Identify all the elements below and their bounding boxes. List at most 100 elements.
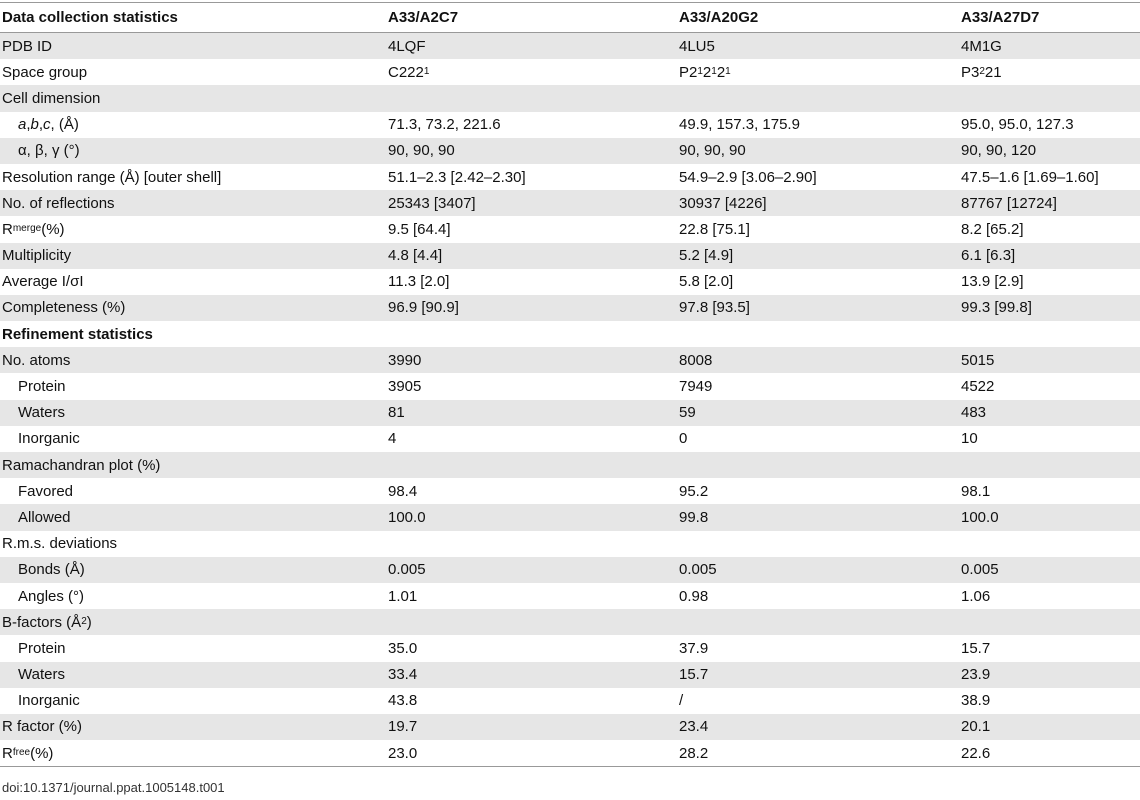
text-run: R <box>2 220 13 238</box>
text-run: , <box>26 116 31 134</box>
value-cell: 28.2 <box>679 744 709 762</box>
value-cell: 38.9 <box>961 692 991 710</box>
value-cell: 54.9–2.9 [3.06–2.90] <box>679 168 817 186</box>
row-label: Bonds (Å) <box>18 561 85 579</box>
table-row: B-factors (Å 2) <box>0 609 1140 636</box>
value-cell: 10 <box>961 430 978 448</box>
value-cell: 4.8 [4.4] <box>388 247 443 265</box>
value-cell: 13.9 [2.9] <box>961 273 1024 291</box>
value-cell: 5.2 [4.9] <box>679 247 734 265</box>
value-cell: 100.0 <box>388 508 426 526</box>
value-cell: 4M1G <box>961 37 1002 55</box>
table-row: PDB ID 4LQF 4LU5 4M1G <box>0 33 1140 60</box>
value-cell: 5015 <box>961 351 995 369</box>
doi-footer: doi:10.1371/journal.ppat.1005148.t001 <box>2 780 225 795</box>
value-cell: 49.9, 157.3, 175.9 <box>679 116 800 134</box>
table-row: Multiplicity 4.8 [4.4] 5.2 [4.9] 6.1 [6.3] <box>0 242 1140 269</box>
row-label: Space group <box>2 63 88 81</box>
value-cell: 0.005 <box>679 561 717 579</box>
table-row: No. atoms 3990 8008 5015 <box>0 347 1140 374</box>
header-cell: A33/A2C7 <box>388 9 459 26</box>
value-cell: 1.06 <box>961 587 991 605</box>
value-cell: 15.7 <box>679 666 709 684</box>
value-cell: 1.01 <box>388 587 418 605</box>
table-row: Inorganic 43.8 / 38.9 <box>0 688 1140 714</box>
header-cell: A33/A27D7 <box>961 9 1040 26</box>
italic-text: c <box>43 116 51 134</box>
value-cell: 0.98 <box>679 587 709 605</box>
value-cell: 5.8 [2.0] <box>679 273 734 291</box>
value-cell: 35.0 <box>388 639 418 657</box>
table-row: Ramachandran plot (%) <box>0 452 1140 479</box>
table-row: No. of reflections 25343 [3407] 30937 [422… <box>0 190 1140 217</box>
row-label: R factor (%) <box>2 718 83 736</box>
value-cell: 23.9 <box>961 666 991 684</box>
value-cell: 47.5–1.6 [1.69–1.60] <box>961 168 1099 186</box>
row-label: Allowed <box>18 508 71 526</box>
value-cell: 22.8 [75.1] <box>679 220 750 238</box>
row-label: Waters <box>18 404 65 422</box>
table: Data collection statistics A33/A2C7 A33/A2… <box>0 2 1140 768</box>
value-cell: 4522 <box>961 378 995 396</box>
row-label: Inorganic <box>18 430 80 448</box>
table-row: a, b, c, (Å) 71.3, 73.2, 221.6 49.9, 157.3… <box>0 112 1140 138</box>
value-cell: 3905 <box>388 378 422 396</box>
value-cell: P3 2 21 <box>961 63 1002 81</box>
row-label: Cell dimension <box>2 89 101 107</box>
row-label: Average I/σI <box>2 273 84 291</box>
table-row: Resolution range (Å) [outer shell] 51.1–2… <box>0 164 1140 190</box>
value-cell: 0.005 <box>388 561 426 579</box>
text-run: 2 <box>716 63 726 81</box>
table-row: Favored 98.4 95.2 98.1 <box>0 478 1140 504</box>
value-cell: 8.2 [65.2] <box>961 220 1024 238</box>
value-cell: 90, 90, 90 <box>388 142 455 160</box>
row-label: Completeness (%) <box>2 299 126 317</box>
text-run: B-factors (Å <box>2 613 82 631</box>
value-cell: 59 <box>679 404 696 422</box>
value-cell: 0.005 <box>961 561 999 579</box>
text-run: , (Å) <box>50 116 79 134</box>
table-row: Waters 81 59 483 <box>0 399 1140 426</box>
value-cell: 71.3, 73.2, 221.6 <box>388 116 501 134</box>
value-cell: 23.4 <box>679 718 709 736</box>
value-cell: 25343 [3407] <box>388 194 476 212</box>
value-cell: 4 <box>388 430 397 448</box>
value-cell: 6.1 [6.3] <box>961 247 1016 265</box>
table-row: Refinement statistics <box>0 321 1140 347</box>
value-cell: 100.0 <box>961 508 999 526</box>
value-cell: 483 <box>961 404 987 422</box>
value-cell: 23.0 <box>388 744 418 762</box>
table-row: Space group C222 1 P2 1 2 1 2 1 P3 2 21 <box>0 59 1140 85</box>
value-cell: 8008 <box>679 351 713 369</box>
row-label: Resolution range (Å) [outer shell] <box>2 168 222 186</box>
value-cell: 0 <box>679 430 688 448</box>
text-run: (%) <box>30 744 54 762</box>
row-label: R.m.s. deviations <box>2 535 118 553</box>
row-label: Protein <box>18 639 66 657</box>
value-cell: 81 <box>388 404 405 422</box>
italic-text: a <box>18 116 27 134</box>
table-row: Allowed 100.0 99.8 100.0 <box>0 504 1140 531</box>
value-cell: 90, 90, 90 <box>679 142 746 160</box>
value-cell: 95.0, 95.0, 127.3 <box>961 116 1074 134</box>
value-cell: 4LU5 <box>679 37 715 55</box>
value-cell: 7949 <box>679 378 713 396</box>
value-cell: P2 1 2 1 2 1 <box>679 63 731 81</box>
value-cell: 22.6 <box>961 744 991 762</box>
value-cell: 95.2 <box>679 482 709 500</box>
row-label: B-factors (Å 2) <box>2 613 92 631</box>
value-cell: C222 1 <box>388 63 430 81</box>
row-label: Multiplicity <box>2 247 72 265</box>
text-run: (%) <box>41 220 65 238</box>
value-cell: 15.7 <box>961 639 991 657</box>
row-label: Favored <box>18 482 74 500</box>
text-run: ) <box>86 613 92 631</box>
table-row: Average I/σI 11.3 [2.0] 5.8 [2.0] 13.9 [2.9… <box>0 269 1140 295</box>
row-label: Ramachandran plot (%) <box>2 456 161 474</box>
table-row: Inorganic 4 0 10 <box>0 426 1140 452</box>
row-label: PDB ID <box>2 37 53 55</box>
row-label: a, b, c, (Å) <box>18 112 79 138</box>
